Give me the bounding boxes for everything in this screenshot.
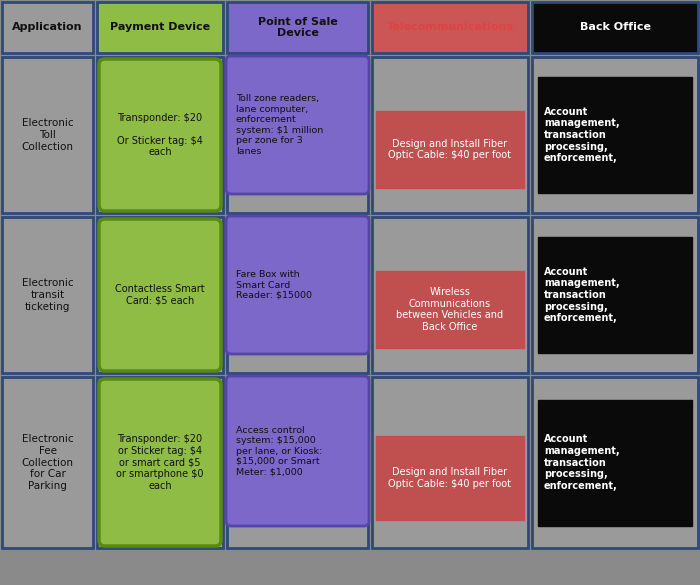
FancyBboxPatch shape [2,57,93,213]
Text: Point of Sale
Device: Point of Sale Device [258,17,337,38]
FancyBboxPatch shape [376,111,524,188]
FancyBboxPatch shape [227,2,368,53]
Text: Wireless
Communications
between Vehicles and
Back Office: Wireless Communications between Vehicles… [396,287,503,332]
Text: Account
management,
transaction
processing,
enforcement,: Account management, transaction processi… [544,434,620,491]
FancyBboxPatch shape [227,217,368,373]
FancyBboxPatch shape [532,217,698,373]
FancyBboxPatch shape [2,2,93,53]
FancyBboxPatch shape [99,59,221,211]
Text: Electronic
transit
ticketing: Electronic transit ticketing [22,278,74,312]
FancyBboxPatch shape [2,377,93,548]
FancyBboxPatch shape [97,377,223,548]
Text: Electronic
Toll
Collection: Electronic Toll Collection [22,118,74,152]
Text: Transponder: $20

Or Sticker tag: $4
each: Transponder: $20 Or Sticker tag: $4 each [117,112,203,157]
FancyBboxPatch shape [226,376,369,526]
FancyBboxPatch shape [99,379,221,546]
FancyBboxPatch shape [538,400,692,525]
FancyBboxPatch shape [226,56,369,194]
FancyBboxPatch shape [372,377,528,548]
FancyBboxPatch shape [532,57,698,213]
Text: Payment Device: Payment Device [110,22,210,33]
Text: Contactless Smart
Card: $5 each: Contactless Smart Card: $5 each [116,284,205,306]
Text: Account
management,
transaction
processing,
enforcement,: Account management, transaction processi… [544,107,620,163]
FancyBboxPatch shape [97,2,223,53]
FancyBboxPatch shape [97,217,223,373]
FancyBboxPatch shape [372,57,528,213]
FancyBboxPatch shape [227,377,368,548]
FancyBboxPatch shape [226,216,369,354]
Text: Application: Application [13,22,83,33]
Text: Electronic
Fee
Collection
for Car
Parking: Electronic Fee Collection for Car Parkin… [22,434,74,491]
FancyBboxPatch shape [372,217,528,373]
FancyBboxPatch shape [538,77,692,192]
Text: Fare Box with
Smart Card
Reader: $15000: Fare Box with Smart Card Reader: $15000 [236,270,312,300]
FancyBboxPatch shape [2,217,93,373]
Text: Transponder: $20
or Sticker tag: $4
or smart card $5
or smartphone $0
each: Transponder: $20 or Sticker tag: $4 or s… [116,434,204,491]
FancyBboxPatch shape [99,219,221,371]
FancyBboxPatch shape [532,377,698,548]
Text: Toll zone readers,
lane computer,
enforcement
system: $1 million
per zone for 3
: Toll zone readers, lane computer, enforc… [236,95,323,156]
FancyBboxPatch shape [372,2,528,53]
FancyBboxPatch shape [227,57,368,213]
FancyBboxPatch shape [538,238,692,353]
Text: Back Office: Back Office [580,22,650,33]
FancyBboxPatch shape [376,271,524,348]
Text: Access control
system: $15,000
per lane, or Kiosk:
$15,000 or Smart
Meter: $1,00: Access control system: $15,000 per lane,… [236,426,322,476]
Text: Design and Install Fiber
Optic Cable: $40 per foot: Design and Install Fiber Optic Cable: $4… [389,139,512,160]
FancyBboxPatch shape [532,2,698,53]
FancyBboxPatch shape [376,436,524,520]
Text: Telecommunications: Telecommunications [386,22,514,33]
Text: Design and Install Fiber
Optic Cable: $40 per foot: Design and Install Fiber Optic Cable: $4… [389,467,512,489]
FancyBboxPatch shape [97,57,223,213]
Text: Account
management,
transaction
processing,
enforcement,: Account management, transaction processi… [544,267,620,323]
